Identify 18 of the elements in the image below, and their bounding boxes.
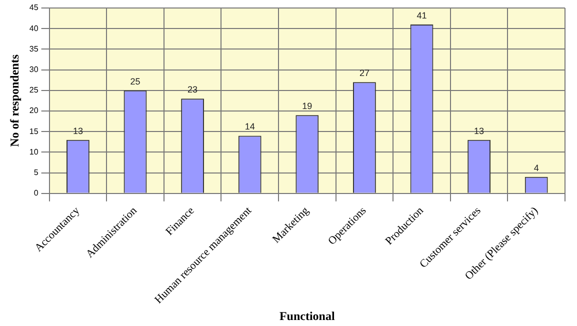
y-tick-label: 20 [29,106,39,116]
data-label: 41 [416,10,427,20]
data-label: 19 [302,101,312,112]
y-tick-label: 5 [34,168,39,177]
data-label: 4 [534,162,539,173]
y-tick-label: 30 [29,65,39,74]
y-tick-label: 25 [29,86,39,95]
y-tick-label: 0 [34,188,39,198]
data-label: 27 [359,68,370,78]
y-tick-label: 35 [29,44,39,54]
y-tick-label: 15 [29,126,39,136]
y-tick-label: 40 [29,24,39,33]
data-label: 25 [130,76,140,86]
y-tick-label: 45 [29,3,39,12]
y-tick-label: 10 [29,147,39,156]
y-axis-title: No of respondents [7,54,22,147]
data-label: 14 [244,122,255,132]
x-axis-title: Functional [279,308,336,323]
